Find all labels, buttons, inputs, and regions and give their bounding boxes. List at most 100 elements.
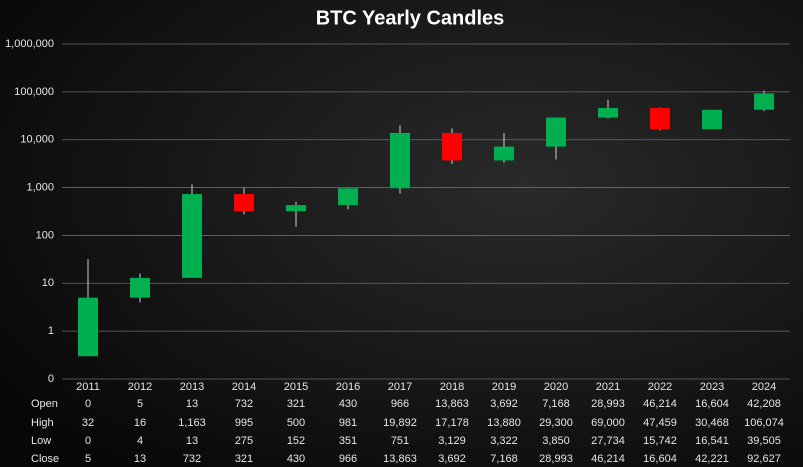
- y-tick-label: 1: [48, 325, 54, 337]
- table-cell: 5: [85, 453, 91, 465]
- table-cell: 17,178: [435, 417, 469, 429]
- table-cell: 7,168: [542, 398, 570, 410]
- table-cell: 15,742: [643, 435, 677, 447]
- table-cell: 0: [85, 435, 91, 447]
- table-cell: 321: [235, 453, 253, 465]
- table-cell: 16,604: [695, 398, 729, 410]
- table-row-header: Open: [31, 398, 58, 410]
- table-cell: 1,163: [178, 417, 206, 429]
- x-tick-label: 2019: [492, 381, 516, 393]
- candle-body: [546, 117, 566, 147]
- candle-body: [598, 107, 618, 118]
- y-tick-label: 100: [36, 229, 54, 241]
- table-cell: 751: [391, 435, 409, 447]
- table-cell: 351: [339, 435, 357, 447]
- table-cell: 275: [235, 435, 253, 447]
- candle-body: [702, 109, 722, 130]
- x-tick-label: 2012: [128, 381, 152, 393]
- table-cell: 500: [287, 417, 305, 429]
- table-row-header: High: [31, 417, 54, 429]
- table-cell: 13,880: [487, 417, 521, 429]
- y-tick-label: 10: [42, 277, 54, 289]
- table-cell: 92,627: [747, 453, 781, 465]
- x-tick-label: 2016: [336, 381, 360, 393]
- table-cell: 13: [186, 435, 198, 447]
- table-cell: 5: [137, 398, 143, 410]
- table-cell: 16,541: [695, 435, 729, 447]
- table-cell: 3,692: [438, 453, 466, 465]
- table-cell: 27,734: [591, 435, 625, 447]
- candle-body: [442, 132, 462, 161]
- table-cell: 32: [82, 417, 94, 429]
- table-cell: 13,863: [383, 453, 417, 465]
- y-tick-label: 1,000: [26, 181, 54, 193]
- candle-body: [338, 188, 358, 206]
- table-cell: 39,505: [747, 435, 781, 447]
- table-cell: 966: [391, 398, 409, 410]
- table-cell: 3,850: [542, 435, 570, 447]
- y-tick-label: 100,000: [14, 86, 54, 98]
- table-row-header: Close: [31, 453, 59, 465]
- table-cell: 430: [287, 453, 305, 465]
- table-cell: 42,221: [695, 453, 729, 465]
- x-tick-label: 2024: [752, 381, 776, 393]
- candle-body: [130, 277, 150, 298]
- x-tick-label: 2020: [544, 381, 568, 393]
- candle-body: [754, 93, 774, 110]
- table-cell: 29,300: [539, 417, 573, 429]
- table-cell: 3,692: [490, 398, 518, 410]
- candle-body: [234, 194, 254, 212]
- table-cell: 28,993: [539, 453, 573, 465]
- table-cell: 3,129: [438, 435, 466, 447]
- table-cell: 46,214: [591, 453, 625, 465]
- x-tick-label: 2018: [440, 381, 464, 393]
- table-cell: 30,468: [695, 417, 729, 429]
- table-cell: 966: [339, 453, 357, 465]
- table-cell: 732: [235, 398, 253, 410]
- table-cell: 13,863: [435, 398, 469, 410]
- table-cell: 69,000: [591, 417, 625, 429]
- table-row-header: Low: [31, 435, 51, 447]
- y-tick-label: 1,000,000: [5, 38, 54, 50]
- x-tick-label: 2011: [76, 381, 100, 393]
- y-tick-label: 10,000: [20, 134, 54, 146]
- table-cell: 13: [134, 453, 146, 465]
- table-cell: 16,604: [643, 453, 677, 465]
- x-tick-label: 2023: [700, 381, 724, 393]
- table-cell: 42,208: [747, 398, 781, 410]
- candle-body: [182, 194, 202, 278]
- x-tick-label: 2014: [232, 381, 256, 393]
- x-tick-label: 2021: [596, 381, 620, 393]
- table-cell: 0: [85, 398, 91, 410]
- candle-body: [390, 132, 410, 189]
- table-cell: 981: [339, 417, 357, 429]
- table-cell: 16: [134, 417, 146, 429]
- candle-body: [286, 205, 306, 212]
- table-cell: 152: [287, 435, 305, 447]
- table-cell: 995: [235, 417, 253, 429]
- table-cell: 321: [287, 398, 305, 410]
- x-tick-label: 2015: [284, 381, 308, 393]
- table-cell: 732: [183, 453, 201, 465]
- table-cell: 106,074: [744, 417, 784, 429]
- candle-body: [494, 146, 514, 161]
- table-cell: 47,459: [643, 417, 677, 429]
- table-cell: 28,993: [591, 398, 625, 410]
- table-cell: 19,892: [383, 417, 417, 429]
- table-cell: 4: [137, 435, 143, 447]
- table-cell: 7,168: [490, 453, 518, 465]
- x-tick-label: 2022: [648, 381, 672, 393]
- table-cell: 3,322: [490, 435, 518, 447]
- chart-title: BTC Yearly Candles: [316, 7, 505, 29]
- table-cell: 13: [186, 398, 198, 410]
- candle-body: [78, 297, 98, 357]
- x-tick-label: 2017: [388, 381, 412, 393]
- table-cell: 430: [339, 398, 357, 410]
- candle-body: [650, 107, 670, 130]
- table-cell: 46,214: [643, 398, 677, 410]
- x-tick-label: 2013: [180, 381, 204, 393]
- y-tick-label: 0: [48, 373, 54, 385]
